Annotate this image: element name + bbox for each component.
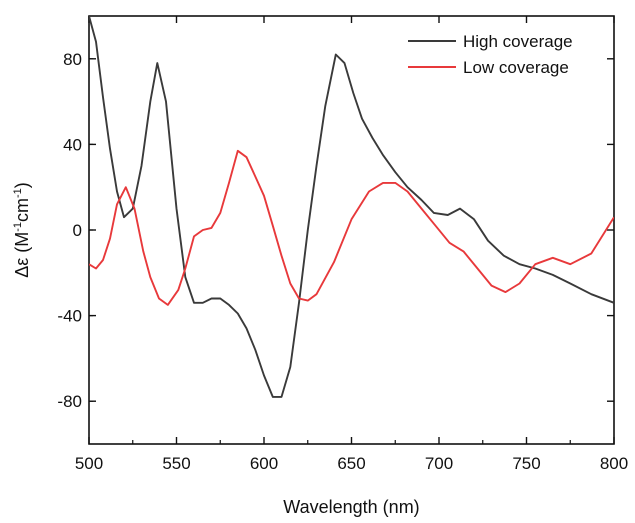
x-axis-title: Wavelength (nm)	[283, 497, 419, 517]
y-tick-label: -40	[57, 307, 82, 326]
y-tick-label: 40	[63, 135, 82, 154]
x-tick-label: 700	[425, 454, 453, 473]
y-tick-label: -80	[57, 392, 82, 411]
x-tick-label: 650	[337, 454, 365, 473]
legend-label-low-coverage: Low coverage	[463, 58, 569, 77]
y-tick-label: 0	[73, 221, 82, 240]
x-tick-label: 750	[512, 454, 540, 473]
series-layer	[89, 16, 614, 398]
y-axis: -80 -40 0 40 80	[57, 50, 614, 411]
plot-frame	[88, 15, 615, 445]
y-axis-title: Δε (M-1cm-1)	[12, 182, 32, 278]
x-axis: 500 550 600 650 700 750 800	[75, 16, 628, 473]
y-axis-title-mid: cm	[12, 198, 32, 222]
y-axis-title-sup2: -1	[12, 188, 24, 198]
x-tick-label: 500	[75, 454, 103, 473]
series-line-low-coverage	[89, 149, 614, 306]
legend: High coverage Low coverage	[408, 32, 573, 77]
y-axis-title-end: )	[12, 182, 32, 188]
legend-label-high-coverage: High coverage	[463, 32, 573, 51]
x-tick-label: 600	[250, 454, 278, 473]
y-axis-title-sup1: -1	[12, 222, 24, 232]
series-line-high-coverage	[89, 16, 614, 398]
x-tick-label: 550	[162, 454, 190, 473]
y-axis-title-base: Δε (M	[12, 232, 32, 278]
y-tick-label: 80	[63, 50, 82, 69]
x-tick-label: 800	[600, 454, 628, 473]
